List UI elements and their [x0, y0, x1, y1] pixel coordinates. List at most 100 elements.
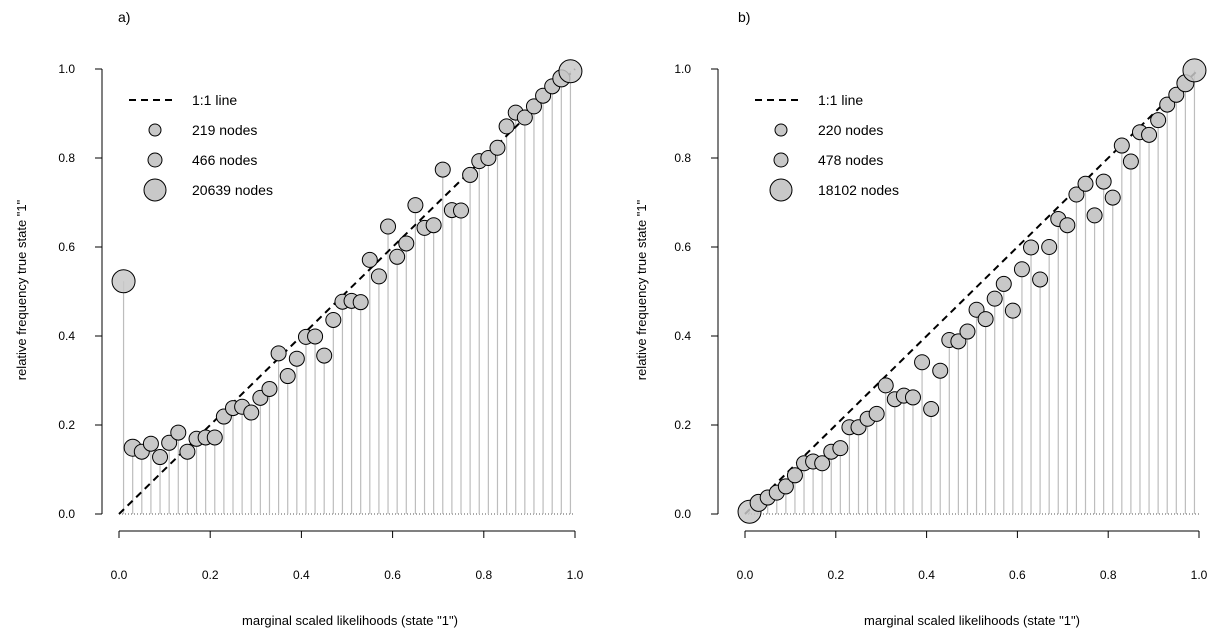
data-point	[243, 404, 260, 421]
data-point	[270, 345, 287, 362]
data-point	[1122, 153, 1139, 170]
data-point	[1032, 271, 1049, 288]
legend-label: 466 nodes	[192, 152, 257, 168]
data-point	[1113, 137, 1130, 154]
legend-label: 219 nodes	[192, 122, 257, 138]
data-point	[261, 380, 278, 397]
y-axis-label: relative frequency true state "1"	[634, 199, 649, 380]
data-point	[316, 347, 333, 364]
x-axis-label: marginal scaled likelihoods (state "1")	[864, 613, 1080, 628]
data-point	[1004, 302, 1021, 319]
data-point	[407, 197, 424, 214]
legend-label: 20639 nodes	[192, 182, 273, 198]
data-point	[352, 294, 369, 311]
data-point	[111, 269, 136, 294]
data-point	[914, 354, 931, 371]
legend-label: 1:1 line	[818, 92, 863, 108]
panel-label: a)	[118, 9, 130, 25]
x-tick-label: 0.2	[202, 568, 219, 582]
data-point	[361, 251, 378, 268]
x-tick-label: 1.0	[567, 568, 584, 582]
data-point	[142, 435, 159, 452]
data-point	[179, 443, 196, 460]
data-point	[288, 350, 305, 367]
data-point	[1168, 86, 1185, 103]
data-point	[325, 311, 342, 328]
data-point	[206, 429, 223, 446]
data-point	[380, 218, 397, 235]
data-point	[995, 275, 1012, 292]
data-point	[868, 405, 885, 422]
x-tick-label: 0.4	[918, 568, 935, 582]
data-point	[558, 59, 583, 84]
legend-point-swatch	[143, 178, 167, 202]
data-point	[1077, 175, 1094, 192]
data-point	[1104, 189, 1121, 206]
y-tick-label: 0.2	[58, 418, 75, 432]
data-point	[904, 389, 921, 406]
y-tick-label: 0.4	[58, 329, 75, 343]
y-tick-label: 0.0	[58, 507, 75, 521]
legend-point-swatch	[773, 152, 789, 168]
panel-b: b) relative frequency true state "1" mar…	[634, 9, 1208, 628]
data-point	[389, 248, 406, 265]
y-tick-label: 1.0	[58, 62, 75, 76]
data-point	[425, 217, 442, 234]
data-point	[480, 150, 497, 166]
data-point	[814, 455, 831, 472]
y-tick-label: 0.6	[674, 240, 691, 254]
data-point	[1159, 96, 1176, 113]
data-point	[877, 377, 894, 394]
x-tick-label: 0.8	[1100, 568, 1117, 582]
data-point	[434, 161, 451, 178]
y-tick-label: 0.2	[674, 418, 691, 432]
data-point	[370, 268, 387, 285]
data-point	[832, 440, 849, 457]
y-tick-label: 0.8	[58, 151, 75, 165]
data-point	[453, 202, 469, 219]
x-tick-label: 0.0	[737, 568, 754, 582]
data-point	[1095, 173, 1112, 190]
legend-label: 478 nodes	[818, 152, 883, 168]
data-point	[1182, 58, 1207, 83]
data-point	[489, 139, 506, 156]
y-tick-label: 1.0	[674, 62, 691, 76]
legend-point-swatch	[148, 123, 162, 137]
y-axis-label: relative frequency true state "1"	[14, 199, 29, 380]
data-point	[498, 118, 515, 135]
data-point	[777, 478, 794, 495]
y-tick-label: 0.0	[674, 507, 691, 521]
data-point	[986, 290, 1003, 307]
legend-point-swatch	[774, 123, 788, 137]
panel-a: a) relative frequency true state "1" mar…	[14, 9, 584, 628]
y-tick-label: 0.4	[674, 329, 691, 343]
legend-label: 1:1 line	[192, 92, 237, 108]
data-point	[1141, 126, 1158, 143]
data-point	[398, 235, 415, 252]
x-tick-label: 0.6	[384, 568, 401, 582]
data-point	[170, 424, 187, 441]
data-point	[1150, 112, 1167, 129]
y-tick-label: 0.6	[58, 240, 75, 254]
x-axis-label: marginal scaled likelihoods (state "1")	[242, 613, 458, 628]
plot-area: 0.0 0.2 0.4 0.6 0.8 1.0 0.0 0.2 0.4 0.6 0.8 1.0 1:1 …	[674, 58, 1208, 582]
legend-label: 220 nodes	[818, 122, 883, 138]
data-point	[1059, 217, 1076, 234]
data-point	[977, 311, 994, 328]
y-tick-label: 0.8	[674, 151, 691, 165]
x-tick-label: 0.2	[827, 568, 844, 582]
data-point	[525, 98, 542, 115]
data-point	[152, 449, 169, 466]
panel-label: b)	[738, 9, 750, 25]
data-point	[1086, 207, 1103, 224]
data-point	[1013, 261, 1030, 278]
data-point	[1041, 239, 1058, 255]
x-tick-label: 0.0	[111, 568, 128, 582]
data-point	[1023, 239, 1040, 256]
x-tick-label: 0.6	[1009, 568, 1026, 582]
data-point	[462, 166, 479, 183]
data-point	[950, 333, 967, 350]
data-point	[516, 109, 533, 126]
x-tick-label: 0.8	[475, 568, 492, 582]
